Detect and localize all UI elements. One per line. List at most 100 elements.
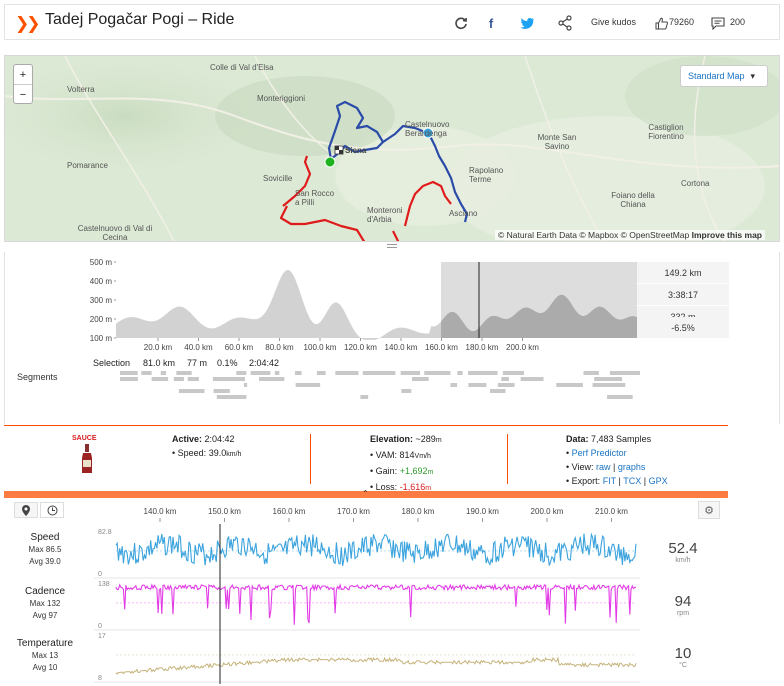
- kudos-count[interactable]: 79260: [669, 17, 695, 27]
- segment-bar[interactable]: [607, 395, 633, 399]
- stream-name: Speed: [30, 532, 60, 543]
- perf-predictor-link[interactable]: Perf Predictor: [571, 448, 627, 458]
- segment-bar[interactable]: [316, 371, 326, 375]
- segment-bar[interactable]: [360, 395, 369, 399]
- segment-bar[interactable]: [468, 371, 498, 375]
- segment-bar[interactable]: [216, 395, 247, 399]
- segment-bar[interactable]: [176, 371, 192, 375]
- map-pin-toggle[interactable]: [14, 502, 38, 518]
- segment-bar[interactable]: [187, 377, 199, 381]
- view-graphs-link[interactable]: graphs: [617, 462, 646, 472]
- map-style-select[interactable]: Standard Map ▾: [680, 65, 768, 87]
- stream-avg: Avg 10: [32, 663, 58, 672]
- improve-map-link[interactable]: Improve this map: [691, 230, 763, 240]
- stream-x-tick: 210.0 km: [595, 507, 628, 516]
- segment-bar[interactable]: [501, 377, 509, 381]
- segment-bar[interactable]: [609, 371, 640, 375]
- segment-bar[interactable]: [400, 371, 421, 375]
- elevation-x-tick: 160.0 km: [425, 343, 458, 352]
- settings-button[interactable]: ⚙: [698, 501, 720, 519]
- comment-icon[interactable]: [708, 13, 728, 33]
- speed-stream-label: Speed Max 86.5 Avg 39.0: [0, 532, 90, 568]
- zoom-in-button[interactable]: +: [14, 65, 32, 85]
- segment-bar[interactable]: [274, 371, 280, 375]
- segment-bar[interactable]: [141, 371, 152, 375]
- elevation-chart[interactable]: 500 m 400 m 300 m 200 m 100 m 20.0 km 40.0 km 6…: [80, 258, 640, 358]
- segment-bar[interactable]: [520, 377, 544, 381]
- give-kudos-button[interactable]: Give kudos: [591, 17, 637, 27]
- segment-bar[interactable]: [120, 377, 138, 381]
- elevation-unit: m: [435, 437, 442, 444]
- segment-bar[interactable]: [490, 389, 506, 393]
- stream-x-tick: 180.0 km: [402, 507, 435, 516]
- segment-bar[interactable]: [120, 371, 138, 375]
- segment-bar[interactable]: [173, 377, 184, 381]
- caret-down-icon: ▾: [750, 70, 756, 81]
- segment-bar[interactable]: [468, 383, 487, 387]
- gear-icon: ⚙: [704, 504, 714, 517]
- view-label: View:: [571, 462, 594, 472]
- stream-max: Max 132: [29, 599, 61, 608]
- zoom-out-button[interactable]: −: [19, 89, 27, 101]
- town-label: Pomarance: [67, 161, 108, 170]
- elevation-x-tick: 180.0 km: [466, 343, 499, 352]
- gain-value: +1,692: [399, 466, 428, 476]
- comment-count[interactable]: 200: [730, 17, 746, 27]
- segment-bar[interactable]: [583, 371, 599, 375]
- panel-toggle-bar[interactable]: ⌃: [4, 489, 728, 498]
- activity-title: Tadej Pogačar Pogi – Ride: [45, 11, 235, 28]
- elevation-panel: [4, 252, 780, 424]
- facebook-icon[interactable]: f: [488, 15, 494, 31]
- stream-axis-top: 138: [98, 581, 110, 588]
- map-resize-handle[interactable]: [387, 243, 397, 249]
- segment-bar[interactable]: [160, 371, 167, 375]
- active-stats: Active: 2:04:42 • Speed: 39.0km/h: [172, 434, 242, 458]
- town-label: Siena: [345, 146, 367, 155]
- view-raw-link[interactable]: raw: [596, 462, 611, 472]
- speed-current: 52.4 km/h: [640, 540, 726, 564]
- loss-value: -1,616: [399, 482, 426, 492]
- strava-logo-icon[interactable]: ❯❯: [15, 14, 40, 33]
- segment-bar[interactable]: [556, 383, 583, 387]
- segment-bar[interactable]: [457, 371, 463, 375]
- segment-bar[interactable]: [502, 371, 524, 375]
- elevation-profile-selected: [441, 294, 638, 338]
- loss-unit: m: [425, 485, 432, 492]
- segment-bar[interactable]: [259, 377, 285, 381]
- export-fit-link[interactable]: FIT: [602, 476, 617, 486]
- route-map[interactable]: Colle di Val d'Elsa Volterra Monteriggio…: [4, 55, 780, 242]
- data-value: 7,483 Samples: [591, 434, 652, 444]
- segment-bar[interactable]: [243, 383, 248, 387]
- segment-bar[interactable]: [411, 377, 429, 381]
- export-gpx-link[interactable]: GPX: [648, 476, 668, 486]
- segment-bar[interactable]: [594, 377, 623, 381]
- segments-track[interactable]: [120, 371, 640, 411]
- cadence-stream-line: [115, 582, 637, 625]
- export-tcx-link[interactable]: TCX: [623, 476, 642, 486]
- segment-bar[interactable]: [424, 371, 451, 375]
- elevation-stats: Elevation: ~289m • VAM: 814Vm/h • Gain: …: [370, 434, 442, 492]
- segment-bar[interactable]: [497, 383, 515, 387]
- segment-bar[interactable]: [178, 389, 205, 393]
- sauce-label: SAUCE: [72, 435, 97, 442]
- segment-bar[interactable]: [295, 383, 321, 387]
- map-attribution: © Natural Earth Data © Mapbox © OpenStre…: [495, 230, 766, 240]
- segment-bar[interactable]: [362, 371, 396, 375]
- segment-bar[interactable]: [212, 377, 245, 381]
- segment-bar[interactable]: [236, 371, 247, 375]
- thumbs-up-icon[interactable]: [651, 13, 671, 33]
- share-icon[interactable]: [555, 13, 575, 33]
- refresh-icon[interactable]: [451, 13, 471, 33]
- segment-bar[interactable]: [335, 371, 359, 375]
- twitter-icon[interactable]: [517, 13, 537, 33]
- segment-bar[interactable]: [213, 389, 230, 393]
- segment-bar[interactable]: [294, 371, 302, 375]
- segment-bar[interactable]: [592, 383, 626, 387]
- segment-bar[interactable]: [401, 389, 412, 393]
- segment-bar[interactable]: [450, 383, 458, 387]
- segment-bar[interactable]: [250, 371, 271, 375]
- stat-distance: 149.2 km: [637, 262, 729, 284]
- clock-toggle[interactable]: [40, 502, 64, 518]
- segment-bar[interactable]: [151, 377, 169, 381]
- streams-chart[interactable]: 140.0 km 150.0 km 160.0 km 170.0 km 180.0 km…: [94, 498, 640, 686]
